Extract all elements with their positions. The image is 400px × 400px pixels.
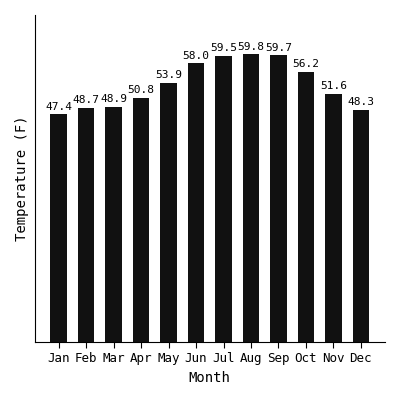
Text: 59.7: 59.7 <box>265 42 292 52</box>
Bar <box>215 56 232 342</box>
Bar <box>298 72 314 342</box>
Text: 59.8: 59.8 <box>238 42 264 52</box>
Text: 48.3: 48.3 <box>347 97 374 107</box>
X-axis label: Month: Month <box>189 371 231 385</box>
Text: 48.9: 48.9 <box>100 94 127 104</box>
Bar <box>133 98 149 342</box>
Text: 58.0: 58.0 <box>182 51 210 61</box>
Bar <box>352 110 369 342</box>
Text: 50.8: 50.8 <box>128 85 155 95</box>
Bar <box>270 55 287 342</box>
Text: 59.5: 59.5 <box>210 44 237 54</box>
Text: 56.2: 56.2 <box>292 59 320 69</box>
Text: 47.4: 47.4 <box>45 102 72 112</box>
Text: 53.9: 53.9 <box>155 70 182 80</box>
Bar <box>78 108 94 342</box>
Bar <box>188 63 204 342</box>
Text: 51.6: 51.6 <box>320 82 347 92</box>
Bar <box>325 94 342 342</box>
Bar <box>106 107 122 342</box>
Bar <box>50 114 67 342</box>
Bar <box>160 83 177 342</box>
Text: 48.7: 48.7 <box>73 96 100 106</box>
Bar <box>243 54 259 342</box>
Y-axis label: Temperature (F): Temperature (F) <box>15 116 29 241</box>
